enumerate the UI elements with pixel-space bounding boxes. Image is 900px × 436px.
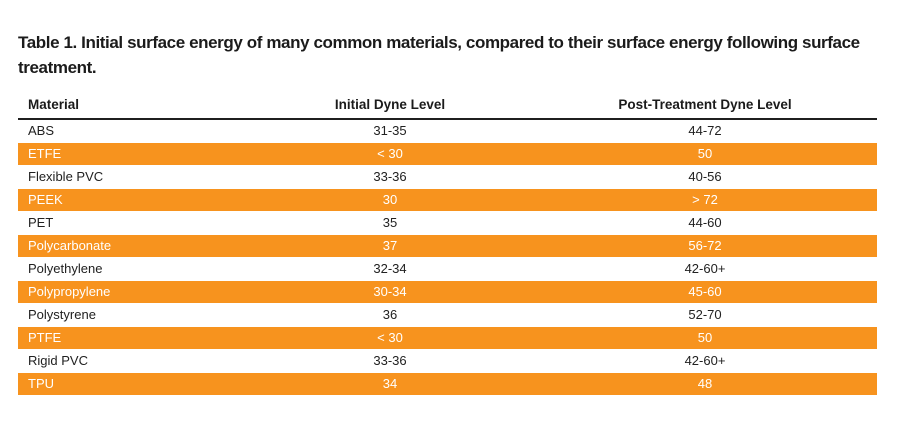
material-cell: Polypropylene bbox=[18, 279, 247, 304]
column-header-post: Post-Treatment Dyne Level bbox=[533, 90, 877, 120]
surface-energy-table: Material Initial Dyne Level Post-Treatme… bbox=[18, 90, 877, 396]
material-cell: Rigid PVC bbox=[18, 348, 247, 373]
table-body: ABS 31-35 44-72 ETFE < 30 50 Flexible PV… bbox=[18, 118, 877, 396]
post-dyne-cell: 40-56 bbox=[533, 164, 877, 189]
table-header: Material Initial Dyne Level Post-Treatme… bbox=[18, 90, 877, 120]
post-dyne-cell: 44-60 bbox=[533, 210, 877, 235]
post-dyne-cell: 50 bbox=[533, 141, 877, 166]
post-dyne-cell: > 72 bbox=[533, 187, 877, 212]
table-row: Flexible PVC 33-36 40-56 bbox=[18, 164, 877, 189]
initial-dyne-cell: 30 bbox=[247, 187, 533, 212]
initial-dyne-cell: 33-36 bbox=[247, 348, 533, 373]
table-row: Polypropylene 30-34 45-60 bbox=[18, 279, 877, 304]
material-cell: ETFE bbox=[18, 141, 247, 166]
initial-dyne-cell: 37 bbox=[247, 233, 533, 258]
table-row: PEEK 30 > 72 bbox=[18, 187, 877, 212]
table-caption: Table 1. Initial surface energy of many … bbox=[18, 33, 860, 77]
table-row: PTFE < 30 50 bbox=[18, 325, 877, 350]
table-row: Polyethylene 32-34 42-60+ bbox=[18, 256, 877, 281]
initial-dyne-cell: < 30 bbox=[247, 325, 533, 350]
material-cell: ABS bbox=[18, 118, 247, 143]
material-cell: TPU bbox=[18, 371, 247, 396]
table-row: Polycarbonate 37 56-72 bbox=[18, 233, 877, 258]
post-dyne-cell: 42-60+ bbox=[533, 348, 877, 373]
table-row: ABS 31-35 44-72 bbox=[18, 118, 877, 143]
post-dyne-cell: 50 bbox=[533, 325, 877, 350]
material-cell: Flexible PVC bbox=[18, 164, 247, 189]
material-cell: Polycarbonate bbox=[18, 233, 247, 258]
post-dyne-cell: 42-60+ bbox=[533, 256, 877, 281]
material-cell: PTFE bbox=[18, 325, 247, 350]
table-row: PET 35 44-60 bbox=[18, 210, 877, 235]
post-dyne-cell: 44-72 bbox=[533, 118, 877, 143]
initial-dyne-cell: 34 bbox=[247, 371, 533, 396]
post-dyne-cell: 52-70 bbox=[533, 302, 877, 327]
material-cell: Polyethylene bbox=[18, 256, 247, 281]
post-dyne-cell: 48 bbox=[533, 371, 877, 396]
material-cell: Polystyrene bbox=[18, 302, 247, 327]
initial-dyne-cell: < 30 bbox=[247, 141, 533, 166]
material-cell: PET bbox=[18, 210, 247, 235]
column-header-initial: Initial Dyne Level bbox=[247, 90, 533, 120]
header-row: Material Initial Dyne Level Post-Treatme… bbox=[18, 90, 877, 120]
table-row: Polystyrene 36 52-70 bbox=[18, 302, 877, 327]
table-row: TPU 34 48 bbox=[18, 371, 877, 396]
table-row: Rigid PVC 33-36 42-60+ bbox=[18, 348, 877, 373]
initial-dyne-cell: 32-34 bbox=[247, 256, 533, 281]
column-header-material: Material bbox=[18, 90, 247, 120]
post-dyne-cell: 45-60 bbox=[533, 279, 877, 304]
table-row: ETFE < 30 50 bbox=[18, 141, 877, 166]
initial-dyne-cell: 33-36 bbox=[247, 164, 533, 189]
initial-dyne-cell: 30-34 bbox=[247, 279, 533, 304]
material-cell: PEEK bbox=[18, 187, 247, 212]
initial-dyne-cell: 35 bbox=[247, 210, 533, 235]
initial-dyne-cell: 31-35 bbox=[247, 118, 533, 143]
post-dyne-cell: 56-72 bbox=[533, 233, 877, 258]
initial-dyne-cell: 36 bbox=[247, 302, 533, 327]
